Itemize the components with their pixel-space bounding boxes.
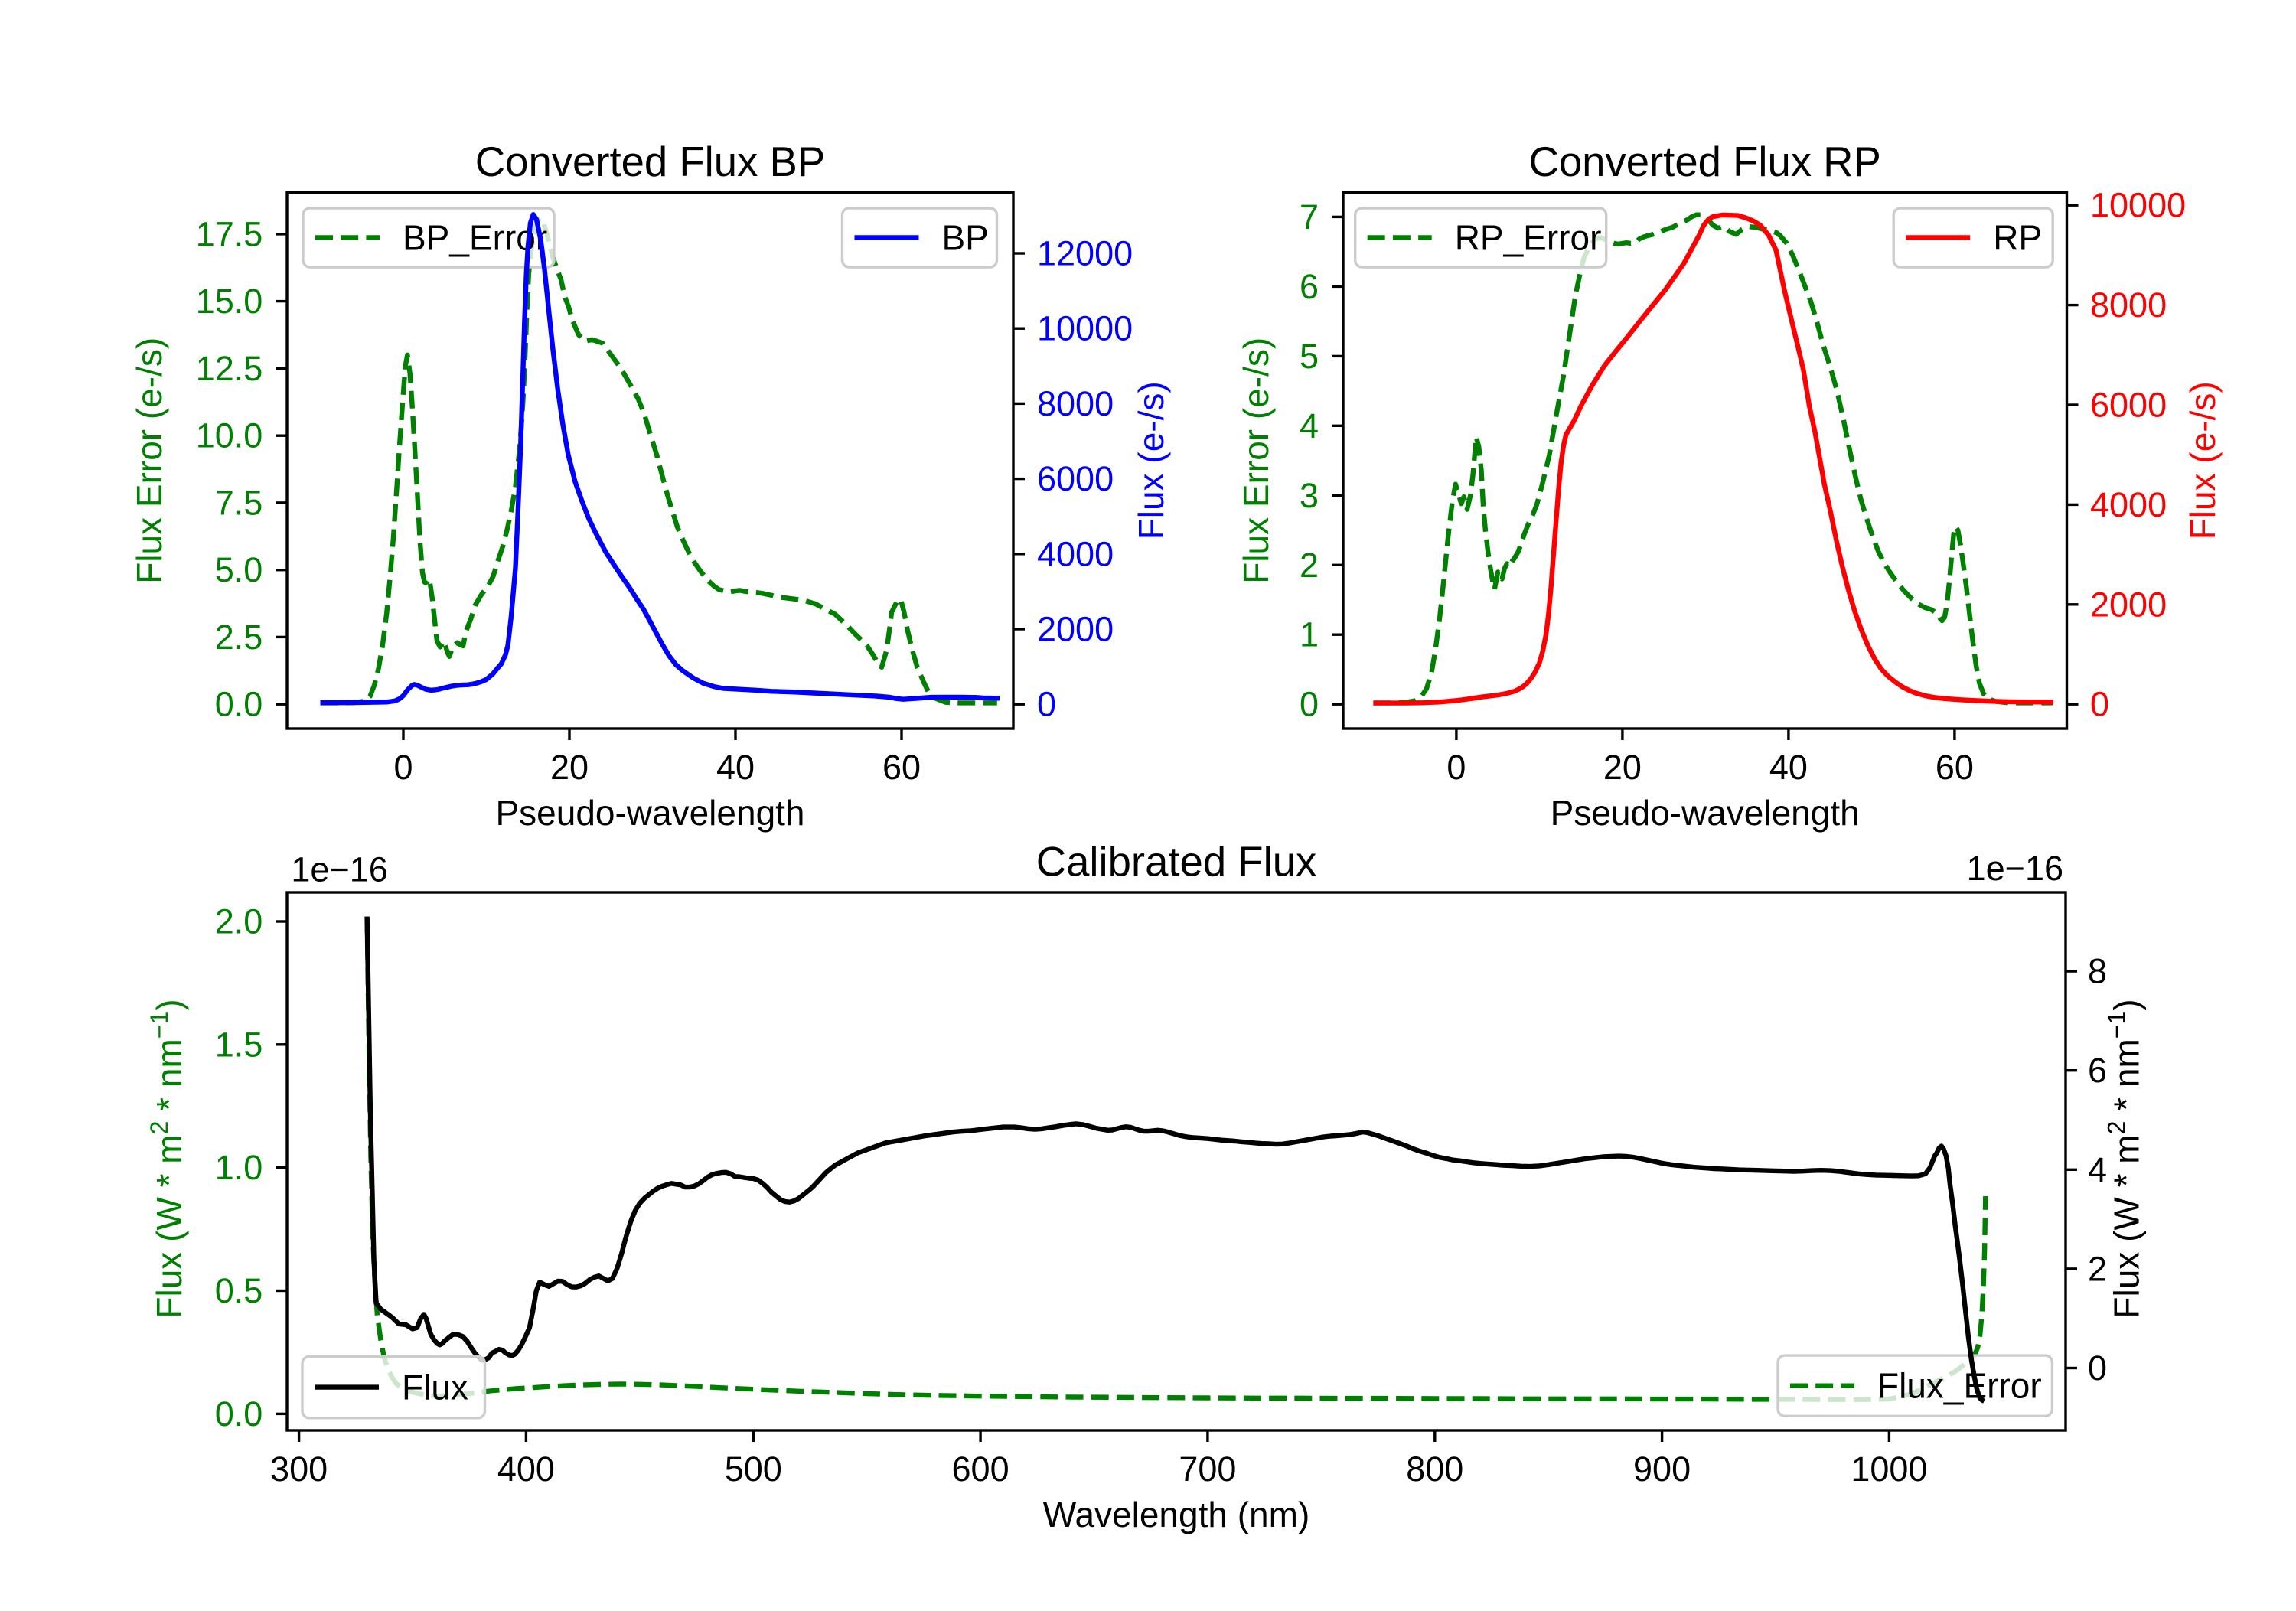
svg-text:900: 900 <box>1633 1450 1691 1489</box>
svg-text:Wavelength (nm): Wavelength (nm) <box>1043 1495 1310 1534</box>
svg-text:Flux (W * m2 * nm−1): Flux (W * m2 * nm−1) <box>2102 999 2146 1318</box>
svg-text:40: 40 <box>716 748 755 787</box>
svg-text:12000: 12000 <box>1037 234 1133 273</box>
svg-text:2.5: 2.5 <box>215 618 263 657</box>
svg-text:Flux: Flux <box>402 1368 468 1407</box>
svg-text:40: 40 <box>1769 748 1808 787</box>
svg-text:Flux (W * m2 * nm−1): Flux (W * m2 * nm−1) <box>145 999 189 1318</box>
svg-text:2000: 2000 <box>2090 585 2167 624</box>
svg-text:1e−16: 1e−16 <box>1967 849 2063 888</box>
svg-text:20: 20 <box>1603 748 1642 787</box>
svg-text:6: 6 <box>2088 1051 2107 1090</box>
svg-text:6000: 6000 <box>1037 459 1114 498</box>
svg-text:2: 2 <box>2088 1249 2107 1288</box>
svg-text:4000: 4000 <box>1037 534 1114 573</box>
svg-text:6000: 6000 <box>2090 386 2167 425</box>
svg-text:4: 4 <box>2088 1150 2107 1189</box>
svg-text:20: 20 <box>550 748 589 787</box>
svg-text:0.5: 0.5 <box>215 1271 263 1310</box>
svg-text:Flux (e-/s): Flux (e-/s) <box>2183 381 2223 540</box>
svg-text:3: 3 <box>1300 476 1319 515</box>
svg-text:2000: 2000 <box>1037 610 1114 649</box>
svg-text:Pseudo-wavelength: Pseudo-wavelength <box>495 793 804 833</box>
svg-text:700: 700 <box>1179 1450 1236 1489</box>
svg-text:1e−16: 1e−16 <box>291 850 387 889</box>
svg-text:1000: 1000 <box>1851 1450 1927 1489</box>
svg-text:4000: 4000 <box>2090 485 2167 524</box>
svg-text:400: 400 <box>497 1450 555 1489</box>
svg-text:0: 0 <box>1037 685 1056 724</box>
svg-text:Flux (e-/s): Flux (e-/s) <box>1131 381 1171 540</box>
svg-text:Converted Flux RP: Converted Flux RP <box>1528 139 1880 185</box>
svg-text:8000: 8000 <box>2090 285 2167 324</box>
svg-text:2: 2 <box>1300 546 1319 585</box>
svg-text:Pseudo-wavelength: Pseudo-wavelength <box>1551 793 1860 833</box>
svg-text:0.0: 0.0 <box>215 685 263 724</box>
svg-text:0: 0 <box>393 748 413 787</box>
svg-text:Flux_Error: Flux_Error <box>1877 1366 2042 1406</box>
svg-text:Converted Flux BP: Converted Flux BP <box>475 139 825 185</box>
svg-text:RP_Error: RP_Error <box>1455 218 1602 258</box>
svg-text:10.0: 10.0 <box>196 416 263 455</box>
svg-text:4: 4 <box>1300 406 1319 445</box>
svg-text:1.5: 1.5 <box>215 1025 263 1064</box>
svg-text:BP: BP <box>942 218 989 258</box>
svg-text:1.0: 1.0 <box>215 1148 263 1187</box>
svg-text:0: 0 <box>1300 685 1319 724</box>
svg-text:8000: 8000 <box>1037 384 1114 423</box>
svg-text:6: 6 <box>1300 267 1319 306</box>
svg-text:60: 60 <box>882 748 921 787</box>
svg-text:8: 8 <box>2088 952 2107 991</box>
svg-text:600: 600 <box>952 1450 1009 1489</box>
svg-text:12.5: 12.5 <box>196 349 263 388</box>
svg-text:2.0: 2.0 <box>215 902 263 941</box>
svg-text:Flux Error (e-/s): Flux Error (e-/s) <box>129 338 169 584</box>
svg-text:0.0: 0.0 <box>215 1394 263 1433</box>
svg-text:300: 300 <box>270 1450 328 1489</box>
svg-text:0: 0 <box>1446 748 1466 787</box>
svg-text:0: 0 <box>2090 685 2109 724</box>
svg-text:1: 1 <box>1300 615 1319 654</box>
svg-text:7.5: 7.5 <box>215 483 263 522</box>
svg-text:RP: RP <box>1993 218 2042 258</box>
svg-text:BP_Error: BP_Error <box>403 218 547 258</box>
svg-text:5.0: 5.0 <box>215 550 263 589</box>
svg-text:800: 800 <box>1406 1450 1463 1489</box>
svg-text:15.0: 15.0 <box>196 282 263 321</box>
svg-text:7: 7 <box>1300 197 1319 236</box>
svg-text:500: 500 <box>725 1450 782 1489</box>
svg-text:10000: 10000 <box>1037 309 1133 348</box>
svg-text:Flux Error (e-/s): Flux Error (e-/s) <box>1236 338 1276 584</box>
svg-text:10000: 10000 <box>2090 186 2186 225</box>
svg-text:60: 60 <box>1936 748 1974 787</box>
svg-text:0: 0 <box>2088 1348 2107 1388</box>
svg-text:Calibrated Flux: Calibrated Flux <box>1036 839 1317 885</box>
svg-text:5: 5 <box>1300 337 1319 376</box>
svg-text:17.5: 17.5 <box>196 214 263 253</box>
